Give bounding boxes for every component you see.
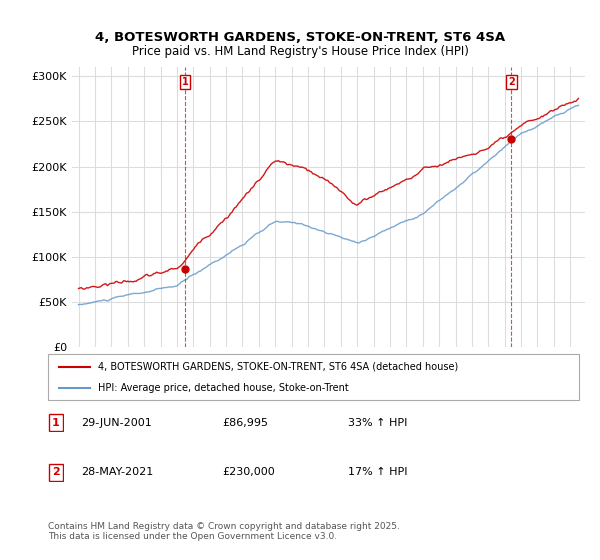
Text: 28-MAY-2021: 28-MAY-2021: [81, 467, 153, 477]
Text: 29-JUN-2001: 29-JUN-2001: [81, 418, 152, 428]
Text: 1: 1: [182, 77, 188, 87]
Text: 17% ↑ HPI: 17% ↑ HPI: [348, 467, 407, 477]
Text: 2: 2: [508, 77, 515, 87]
Text: Price paid vs. HM Land Registry's House Price Index (HPI): Price paid vs. HM Land Registry's House …: [131, 45, 469, 58]
Text: 33% ↑ HPI: 33% ↑ HPI: [348, 418, 407, 428]
Text: £86,995: £86,995: [222, 418, 268, 428]
Text: HPI: Average price, detached house, Stoke-on-Trent: HPI: Average price, detached house, Stok…: [98, 383, 349, 393]
Text: 2: 2: [52, 467, 59, 477]
Text: £230,000: £230,000: [222, 467, 275, 477]
Text: 4, BOTESWORTH GARDENS, STOKE-ON-TRENT, ST6 4SA: 4, BOTESWORTH GARDENS, STOKE-ON-TRENT, S…: [95, 31, 505, 44]
Text: 1: 1: [52, 418, 59, 428]
Text: 4, BOTESWORTH GARDENS, STOKE-ON-TRENT, ST6 4SA (detached house): 4, BOTESWORTH GARDENS, STOKE-ON-TRENT, S…: [98, 362, 458, 372]
Text: Contains HM Land Registry data © Crown copyright and database right 2025.
This d: Contains HM Land Registry data © Crown c…: [48, 522, 400, 542]
